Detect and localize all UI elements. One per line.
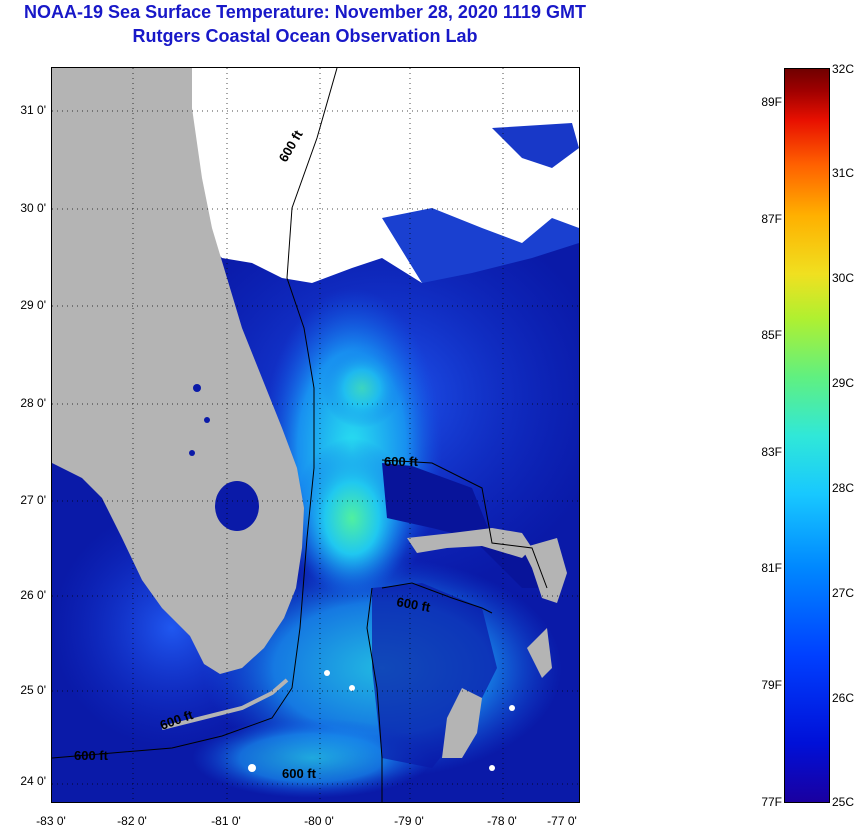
lat-label: 31 0' [20,103,46,117]
lat-label: 24 0' [20,774,46,788]
temperature-colorbar [784,68,830,803]
colorbar-c-label: 29C [832,376,855,390]
colorbar-c-label: 32C [832,62,855,76]
colorbar-f-label: 79F [761,678,782,692]
map-title: NOAA-19 Sea Surface Temperature: Novembe… [24,2,586,22]
depth-contour [52,68,548,802]
lat-label: 28 0' [20,396,46,410]
colorbar-c-label: 27C [832,586,855,600]
lon-label: -82 0' [117,814,147,828]
lon-label: -78 0' [487,814,517,828]
lat-label: 25 0' [20,683,46,697]
lon-label: -81 0' [211,814,241,828]
colorbar-f-label: 85F [761,328,782,342]
contour-label: 600 ft [384,454,419,469]
lat-label: 27 0' [20,493,46,507]
sst-map-image [52,68,579,802]
lat-label: 30 0' [20,201,46,215]
lon-label: -83 0' [36,814,66,828]
contour-label: 600 ft [276,127,306,164]
map-subtitle: Rutgers Coastal Ocean Observation Lab [132,26,478,46]
colorbar-c-label: 25C [832,795,855,809]
colorbar-c-label: 26C [832,691,855,705]
lon-label: -77 0' [547,814,577,828]
sst-map: 600 ft 600 ft 600 ft 600 ft 600 ft 600 f… [51,67,580,803]
colorbar-c-label: 28C [832,481,855,495]
colorbar-f-label: 89F [761,95,782,109]
colorbar-f-label: 83F [761,445,782,459]
lon-label: -80 0' [304,814,334,828]
contour-label: 600 ft [282,766,317,781]
contour-label: 600 ft [158,707,196,733]
colorbar-c-label: 30C [832,271,855,285]
colorbar-c-label: 31C [832,166,855,180]
contour-label: 600 ft [74,748,109,763]
colorbar-f-label: 81F [761,561,782,575]
colorbar-f-label: 87F [761,212,782,226]
colorbar-f-label: 77F [761,795,782,809]
lat-label: 26 0' [20,588,46,602]
lon-label: -79 0' [394,814,424,828]
contour-label: 600 ft [395,594,432,615]
lat-label: 29 0' [20,298,46,312]
